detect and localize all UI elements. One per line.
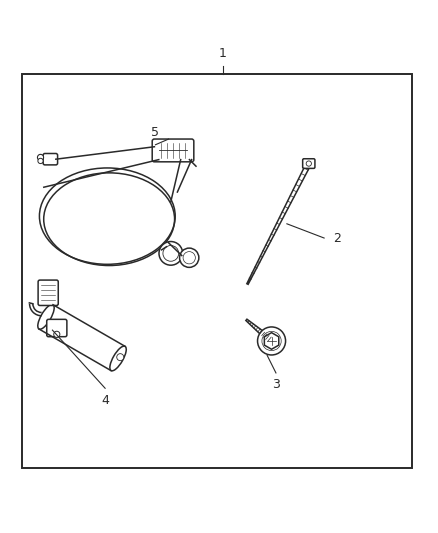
Circle shape <box>38 158 43 164</box>
FancyBboxPatch shape <box>43 154 58 165</box>
Text: 2: 2 <box>333 231 341 245</box>
FancyBboxPatch shape <box>303 159 315 168</box>
Circle shape <box>117 354 124 361</box>
Circle shape <box>306 161 311 166</box>
Circle shape <box>38 155 44 160</box>
Circle shape <box>180 248 199 268</box>
Text: 4: 4 <box>101 393 109 407</box>
Circle shape <box>163 246 179 261</box>
Polygon shape <box>247 163 311 284</box>
Bar <box>22 74 412 468</box>
Circle shape <box>258 327 286 355</box>
Circle shape <box>54 331 60 337</box>
FancyBboxPatch shape <box>152 139 194 162</box>
Circle shape <box>183 252 195 264</box>
Text: 1: 1 <box>219 47 226 60</box>
Circle shape <box>159 241 183 265</box>
Polygon shape <box>265 333 279 349</box>
Ellipse shape <box>110 346 126 371</box>
Circle shape <box>262 332 281 351</box>
FancyBboxPatch shape <box>47 319 67 337</box>
Polygon shape <box>246 319 273 343</box>
Text: 5: 5 <box>152 126 159 140</box>
Ellipse shape <box>38 304 54 329</box>
FancyBboxPatch shape <box>38 280 58 305</box>
Text: 3: 3 <box>272 378 280 391</box>
